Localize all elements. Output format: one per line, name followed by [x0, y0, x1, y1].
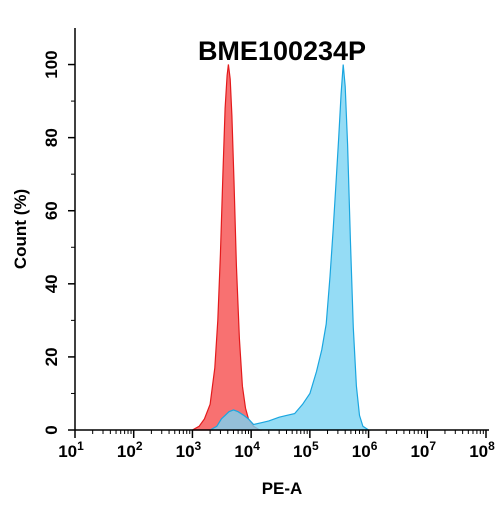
series-layer	[192, 64, 371, 431]
x-tick-label: 101	[58, 439, 84, 461]
x-tick-label: 108	[469, 439, 495, 461]
x-tick-label: 105	[293, 439, 319, 461]
axes-layer	[74, 28, 489, 431]
histogram-series-1	[192, 64, 262, 431]
histogram-series-2	[209, 64, 371, 431]
x-tick-label: 106	[352, 439, 378, 461]
y-tick-label: 80	[42, 128, 61, 147]
x-tick-label: 104	[234, 439, 260, 461]
chart-title: BME100234P	[198, 36, 366, 66]
x-tick-label: 107	[410, 439, 436, 461]
y-tick-label: 40	[42, 274, 61, 293]
x-tick-label: 102	[117, 439, 143, 461]
y-ticks: 0 20 40 60 80 100	[42, 50, 75, 435]
y-axis-label: Count (%)	[11, 189, 30, 269]
y-tick-label: 20	[42, 347, 61, 366]
y-tick-label: 100	[42, 50, 61, 78]
y-tick-label: 60	[42, 201, 61, 220]
x-tick-label: 103	[176, 439, 202, 461]
x-axis-label: PE-A	[262, 479, 303, 498]
x-ticks: 101 102 103 104 105 106 107 108	[58, 430, 495, 461]
y-tick-label: 0	[42, 425, 61, 434]
